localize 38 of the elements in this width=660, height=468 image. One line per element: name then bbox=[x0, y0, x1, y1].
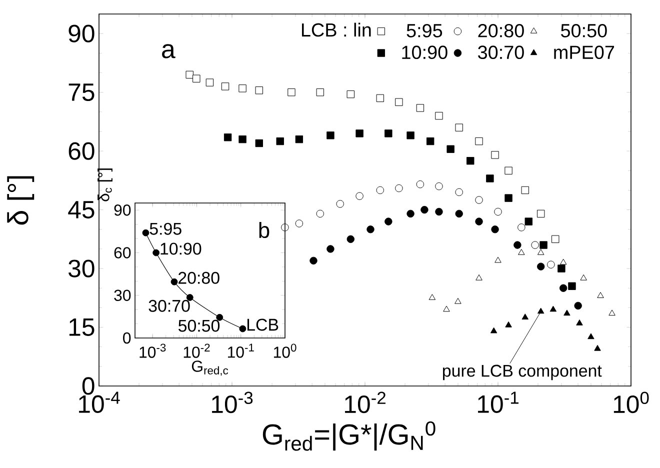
y-axis-title: δ$_{c}$ [°] bbox=[98, 168, 112, 202]
annotation: 10:90 bbox=[160, 242, 202, 255]
annotation: LCB bbox=[247, 318, 278, 331]
y-tick-label: 15 bbox=[69, 318, 94, 336]
annotation: a bbox=[162, 44, 176, 58]
legend-label: 20:80 bbox=[478, 24, 524, 38]
legend-label: 10:90 bbox=[402, 46, 448, 60]
y-tick-label: 90 bbox=[68, 24, 94, 42]
x-tick-label: 10$^{-3}$ bbox=[140, 344, 166, 358]
legend-label: 5:95 bbox=[406, 24, 442, 38]
legend-label: 30:70 bbox=[478, 46, 524, 60]
legend-label: mPE07 bbox=[554, 46, 614, 60]
annotation: 20:80 bbox=[178, 272, 220, 284]
x-tick-label: 10$^{-2}$ bbox=[184, 344, 210, 358]
x-tick-label: 10$^{0}$ bbox=[614, 392, 649, 414]
y-tick-label: 45 bbox=[68, 201, 94, 218]
x-tick-label: 10$^{-2}$ bbox=[345, 392, 386, 414]
x-axis-title: G$_{red}$=|G*|/G$_{N}$0 bbox=[262, 421, 436, 451]
annotation: b bbox=[259, 222, 270, 238]
y-tick-label: 75 bbox=[68, 84, 94, 102]
x-axis-title: G$_{red,c}$ bbox=[192, 360, 228, 376]
y-tick-label: 0 bbox=[123, 332, 131, 344]
x-tick-label: 10$^{0}$ bbox=[274, 344, 296, 358]
legend-label: 50:50 bbox=[560, 24, 607, 38]
y-tick-label: 30 bbox=[68, 260, 94, 278]
y-tick-label: 90 bbox=[114, 204, 131, 216]
y-tick-label: 60 bbox=[114, 247, 131, 258]
x-tick-label: 10$^{-3}$ bbox=[212, 392, 253, 414]
x-tick-label: 10$^{-1}$ bbox=[478, 392, 518, 413]
x-tick-label: 10$^{-1}$ bbox=[228, 344, 254, 358]
annotation: pure LCB component bbox=[443, 364, 602, 380]
annotation: 50:50 bbox=[178, 320, 220, 332]
annotation: 5:95 bbox=[150, 222, 182, 235]
y-tick-label: 30 bbox=[114, 290, 131, 301]
y-axis-title: δ [°] bbox=[7, 176, 34, 225]
y-tick-label: 60 bbox=[68, 142, 94, 160]
legend-title: LCB : lin bbox=[302, 22, 371, 37]
annotation: 30:70 bbox=[148, 300, 190, 312]
